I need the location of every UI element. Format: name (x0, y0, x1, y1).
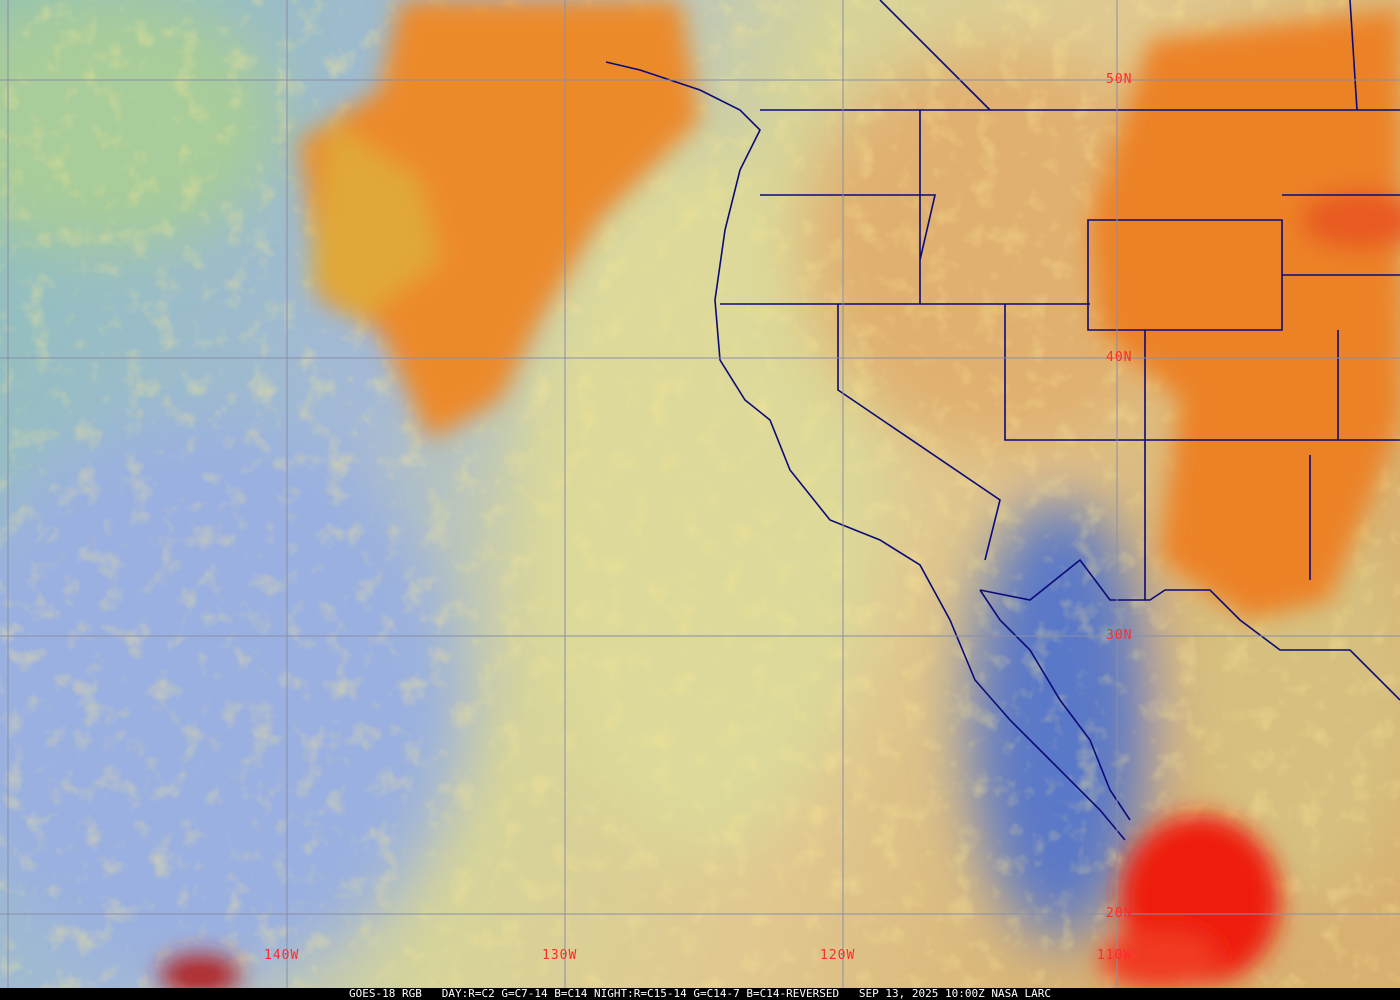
grid-label-140w: 140W (264, 948, 300, 963)
image-caption: GOES-18 RGB DAY:R=C2 G=C7-14 B=C14 NIGHT… (0, 988, 1400, 1000)
grid-label-50n: 50N (1106, 72, 1133, 87)
coastline-baja-east (979, 589, 1131, 821)
grid-label-40n: 40N (1106, 350, 1133, 365)
grid-label-130w: 130W (542, 948, 578, 963)
grid-label-30n: 30N (1106, 628, 1133, 643)
grid-label-110w: 110W (1097, 948, 1133, 963)
storm-systems (160, 0, 1400, 988)
state-borders (720, 110, 1400, 600)
us-mexico-border (979, 558, 1400, 701)
province-borders (879, 0, 1358, 111)
political-borders (605, 0, 1400, 841)
grid-label-120w: 120W (820, 948, 856, 963)
grid-label-20n: 20N (1106, 906, 1133, 921)
coastline-west (605, 61, 1126, 841)
